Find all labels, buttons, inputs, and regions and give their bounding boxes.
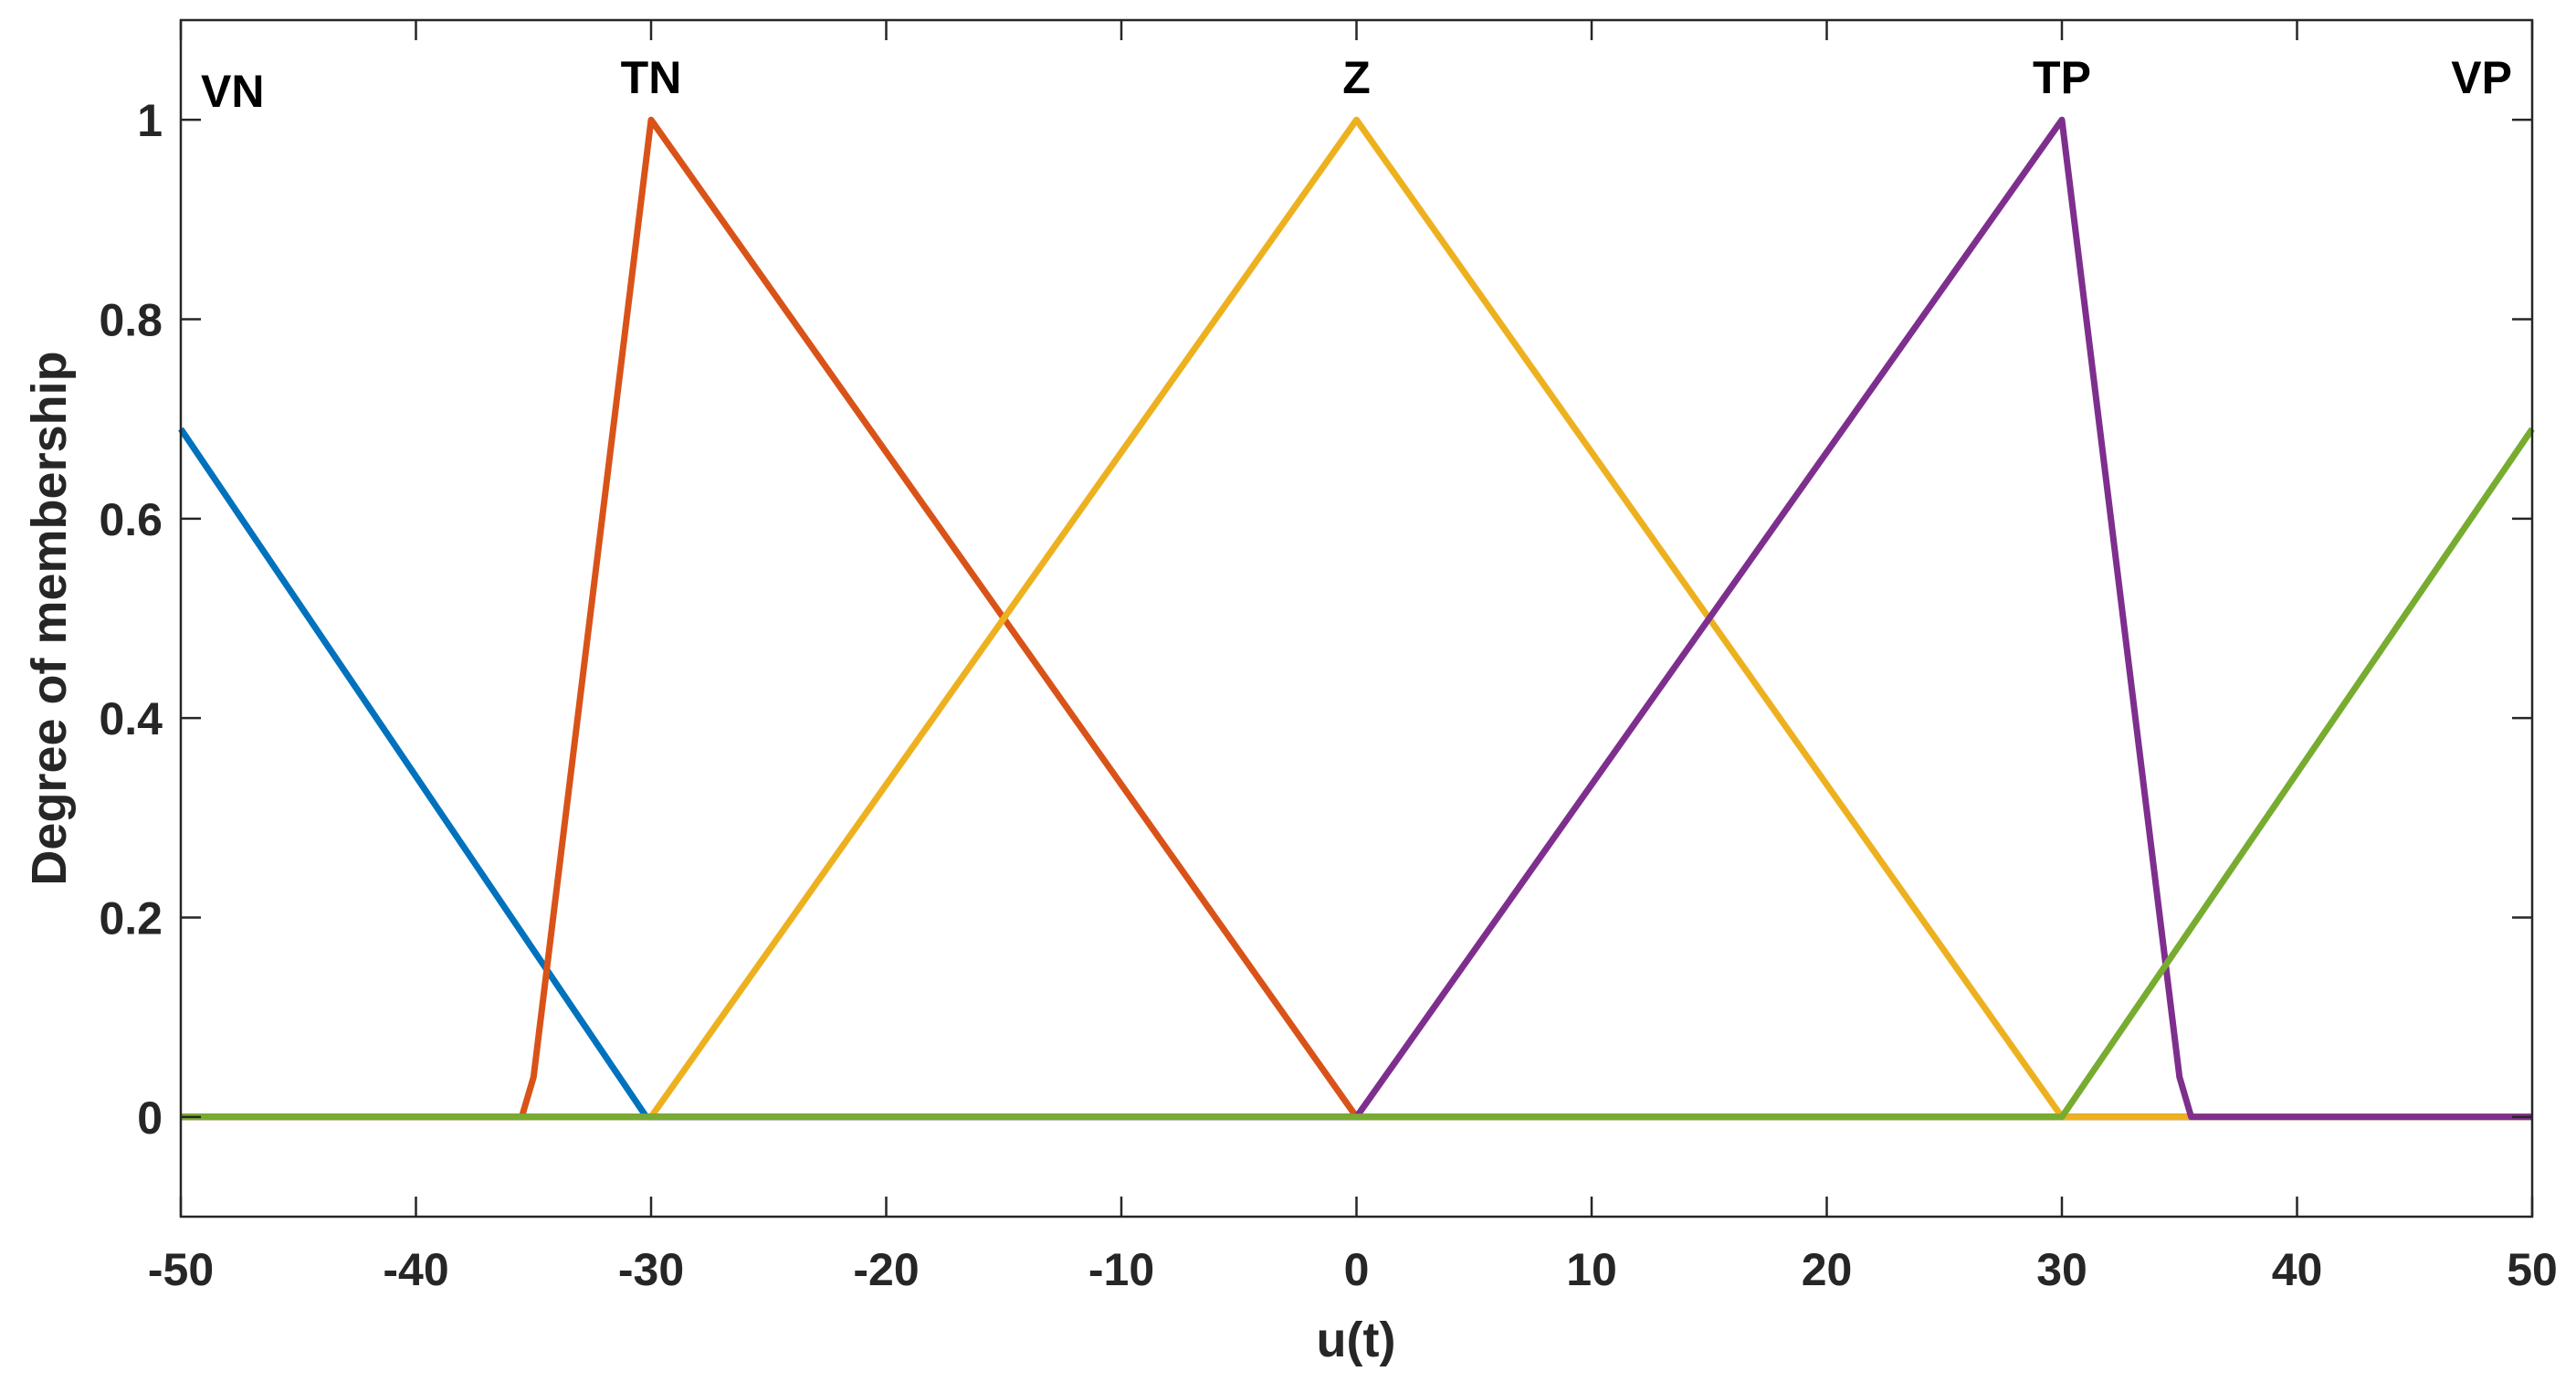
x-tick-label: -40 [383, 1244, 448, 1295]
x-tick-label: -30 [618, 1244, 684, 1295]
mf-label-vp: VP [2451, 52, 2512, 103]
y-tick-label: 0.2 [99, 893, 163, 944]
x-tick-label: -20 [853, 1244, 919, 1295]
x-tick-label: 40 [2272, 1244, 2323, 1295]
mf-label-vn: VN [201, 66, 264, 117]
mf-label-tn: TN [621, 52, 682, 103]
x-tick-label: -10 [1088, 1244, 1154, 1295]
x-tick-label: 0 [1344, 1244, 1370, 1295]
x-tick-label: 50 [2507, 1244, 2558, 1295]
x-tick-label: 20 [1802, 1244, 1853, 1295]
y-tick-label: 0.8 [99, 295, 163, 346]
x-tick-label: -50 [148, 1244, 214, 1295]
series-layer [178, 116, 2535, 1121]
y-tick-label: 1 [137, 95, 163, 146]
x-tick-label: 10 [1566, 1244, 1617, 1295]
y-tick-label: 0.6 [99, 494, 163, 545]
x-axis-label: u(t) [1317, 1313, 1396, 1367]
y-tick-label: 0 [137, 1092, 163, 1144]
y-tick-label: 0.4 [99, 693, 163, 744]
x-tick-label: 30 [2036, 1244, 2087, 1295]
y-axis-label: Degree of membership [22, 351, 77, 885]
mf-label-z: Z [1342, 52, 1371, 103]
mf-label-layer: VN TN Z TP VP [201, 52, 2512, 117]
mf-label-tp: TP [2033, 52, 2091, 103]
series-line-vp [181, 427, 2535, 1121]
plot-area [181, 20, 2532, 1217]
tick-layer: -50 -40 -30 -20 -10 0 10 20 30 40 50 0 0.2 0.4 0.6 0.8 1 [99, 20, 2558, 1295]
